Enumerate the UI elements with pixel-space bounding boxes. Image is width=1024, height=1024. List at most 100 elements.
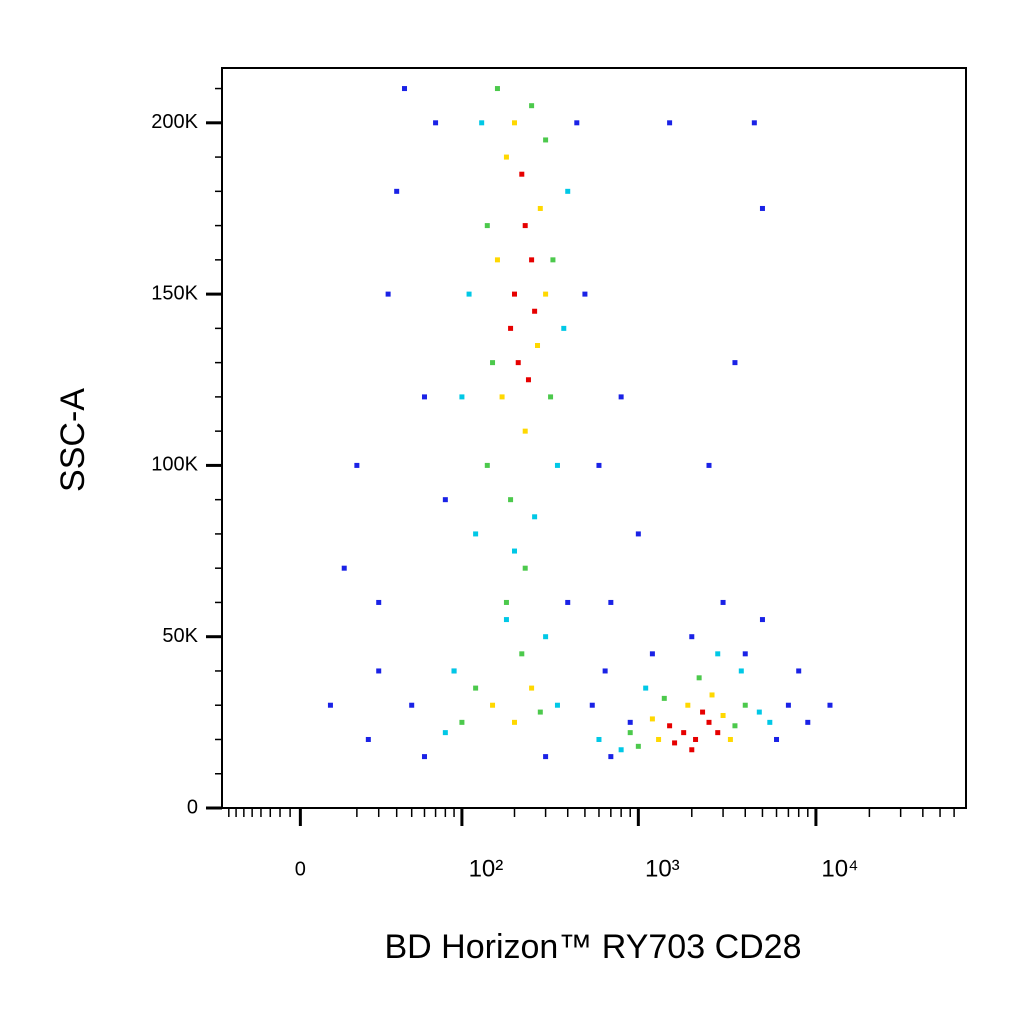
data-point xyxy=(459,394,465,400)
data-point xyxy=(742,702,748,708)
data-point xyxy=(759,205,765,211)
data-point xyxy=(466,291,472,297)
plot-frame xyxy=(221,67,967,809)
y-tick-label: 200K xyxy=(151,111,198,133)
data-point xyxy=(503,617,509,623)
data-point xyxy=(785,702,791,708)
data-point xyxy=(511,120,517,126)
data-point xyxy=(667,723,673,729)
data-point xyxy=(672,740,678,746)
data-point xyxy=(473,685,479,691)
data-point xyxy=(681,730,687,736)
data-point xyxy=(479,120,485,126)
data-point xyxy=(503,154,509,160)
data-point xyxy=(796,668,802,674)
x-tick-label: 0 xyxy=(295,858,306,880)
x-tick-label: 10² xyxy=(469,855,504,882)
data-point xyxy=(561,325,567,331)
data-point xyxy=(537,709,543,715)
data-point xyxy=(805,719,811,725)
data-point xyxy=(709,692,715,698)
data-point xyxy=(543,634,549,640)
data-point xyxy=(385,291,391,297)
data-point xyxy=(656,736,662,742)
data-point xyxy=(376,668,382,674)
data-point xyxy=(554,702,560,708)
x-tick-label: 10⁴ xyxy=(821,855,858,882)
data-point xyxy=(742,651,748,657)
data-point xyxy=(732,723,738,729)
data-point xyxy=(608,599,614,605)
data-point xyxy=(494,86,500,92)
data-point xyxy=(341,565,347,571)
data-point xyxy=(421,394,427,400)
data-point xyxy=(596,736,602,742)
data-point xyxy=(661,695,667,701)
data-point xyxy=(627,719,633,725)
data-point xyxy=(696,675,702,681)
data-point xyxy=(574,120,580,126)
data-point xyxy=(490,702,496,708)
data-point xyxy=(649,716,655,722)
data-point xyxy=(565,599,571,605)
data-point xyxy=(738,668,744,674)
data-point xyxy=(511,291,517,297)
data-point xyxy=(473,531,479,537)
data-point xyxy=(827,702,833,708)
data-point xyxy=(715,651,721,657)
y-tick-label: 100K xyxy=(151,454,198,476)
data-point xyxy=(484,223,490,229)
data-point xyxy=(589,702,595,708)
data-point xyxy=(532,308,538,314)
data-point xyxy=(442,730,448,736)
data-point xyxy=(409,702,415,708)
data-point xyxy=(522,223,528,229)
data-point xyxy=(602,668,608,674)
data-point xyxy=(511,719,517,725)
data-point xyxy=(508,497,514,503)
data-point xyxy=(529,685,535,691)
data-point xyxy=(354,462,360,468)
data-point xyxy=(608,754,614,760)
data-point xyxy=(751,120,757,126)
data-point xyxy=(618,747,624,753)
data-point xyxy=(774,736,780,742)
data-point xyxy=(649,651,655,657)
data-point xyxy=(494,257,500,263)
data-point xyxy=(689,747,695,753)
data-point xyxy=(596,462,602,468)
data-point xyxy=(767,719,773,725)
data-point xyxy=(519,171,525,177)
data-point xyxy=(643,685,649,691)
x-tick-label: 10³ xyxy=(645,855,680,882)
data-point xyxy=(693,736,699,742)
data-point xyxy=(732,360,738,366)
data-point xyxy=(554,462,560,468)
data-point xyxy=(525,377,531,383)
data-point xyxy=(635,743,641,749)
data-point xyxy=(529,103,535,109)
data-point xyxy=(543,291,549,297)
data-point xyxy=(535,343,541,348)
y-axis-label: SSC-A xyxy=(54,388,92,492)
data-point xyxy=(543,754,549,760)
data-point xyxy=(511,548,517,554)
data-point xyxy=(402,86,408,92)
data-point xyxy=(522,565,528,571)
data-point xyxy=(720,599,726,605)
data-point xyxy=(442,497,448,503)
data-point xyxy=(700,709,706,715)
data-point xyxy=(529,257,535,263)
x-axis-label: BD Horizon™ RY703 CD28 xyxy=(385,928,802,966)
data-point xyxy=(565,188,571,194)
data-point xyxy=(582,291,588,297)
data-point xyxy=(627,730,633,736)
data-point xyxy=(537,205,543,211)
data-point xyxy=(720,713,726,718)
data-point xyxy=(451,668,457,674)
data-point xyxy=(706,719,712,725)
data-point xyxy=(490,360,496,366)
data-point xyxy=(706,462,712,468)
y-tick-label: 50K xyxy=(162,625,198,647)
